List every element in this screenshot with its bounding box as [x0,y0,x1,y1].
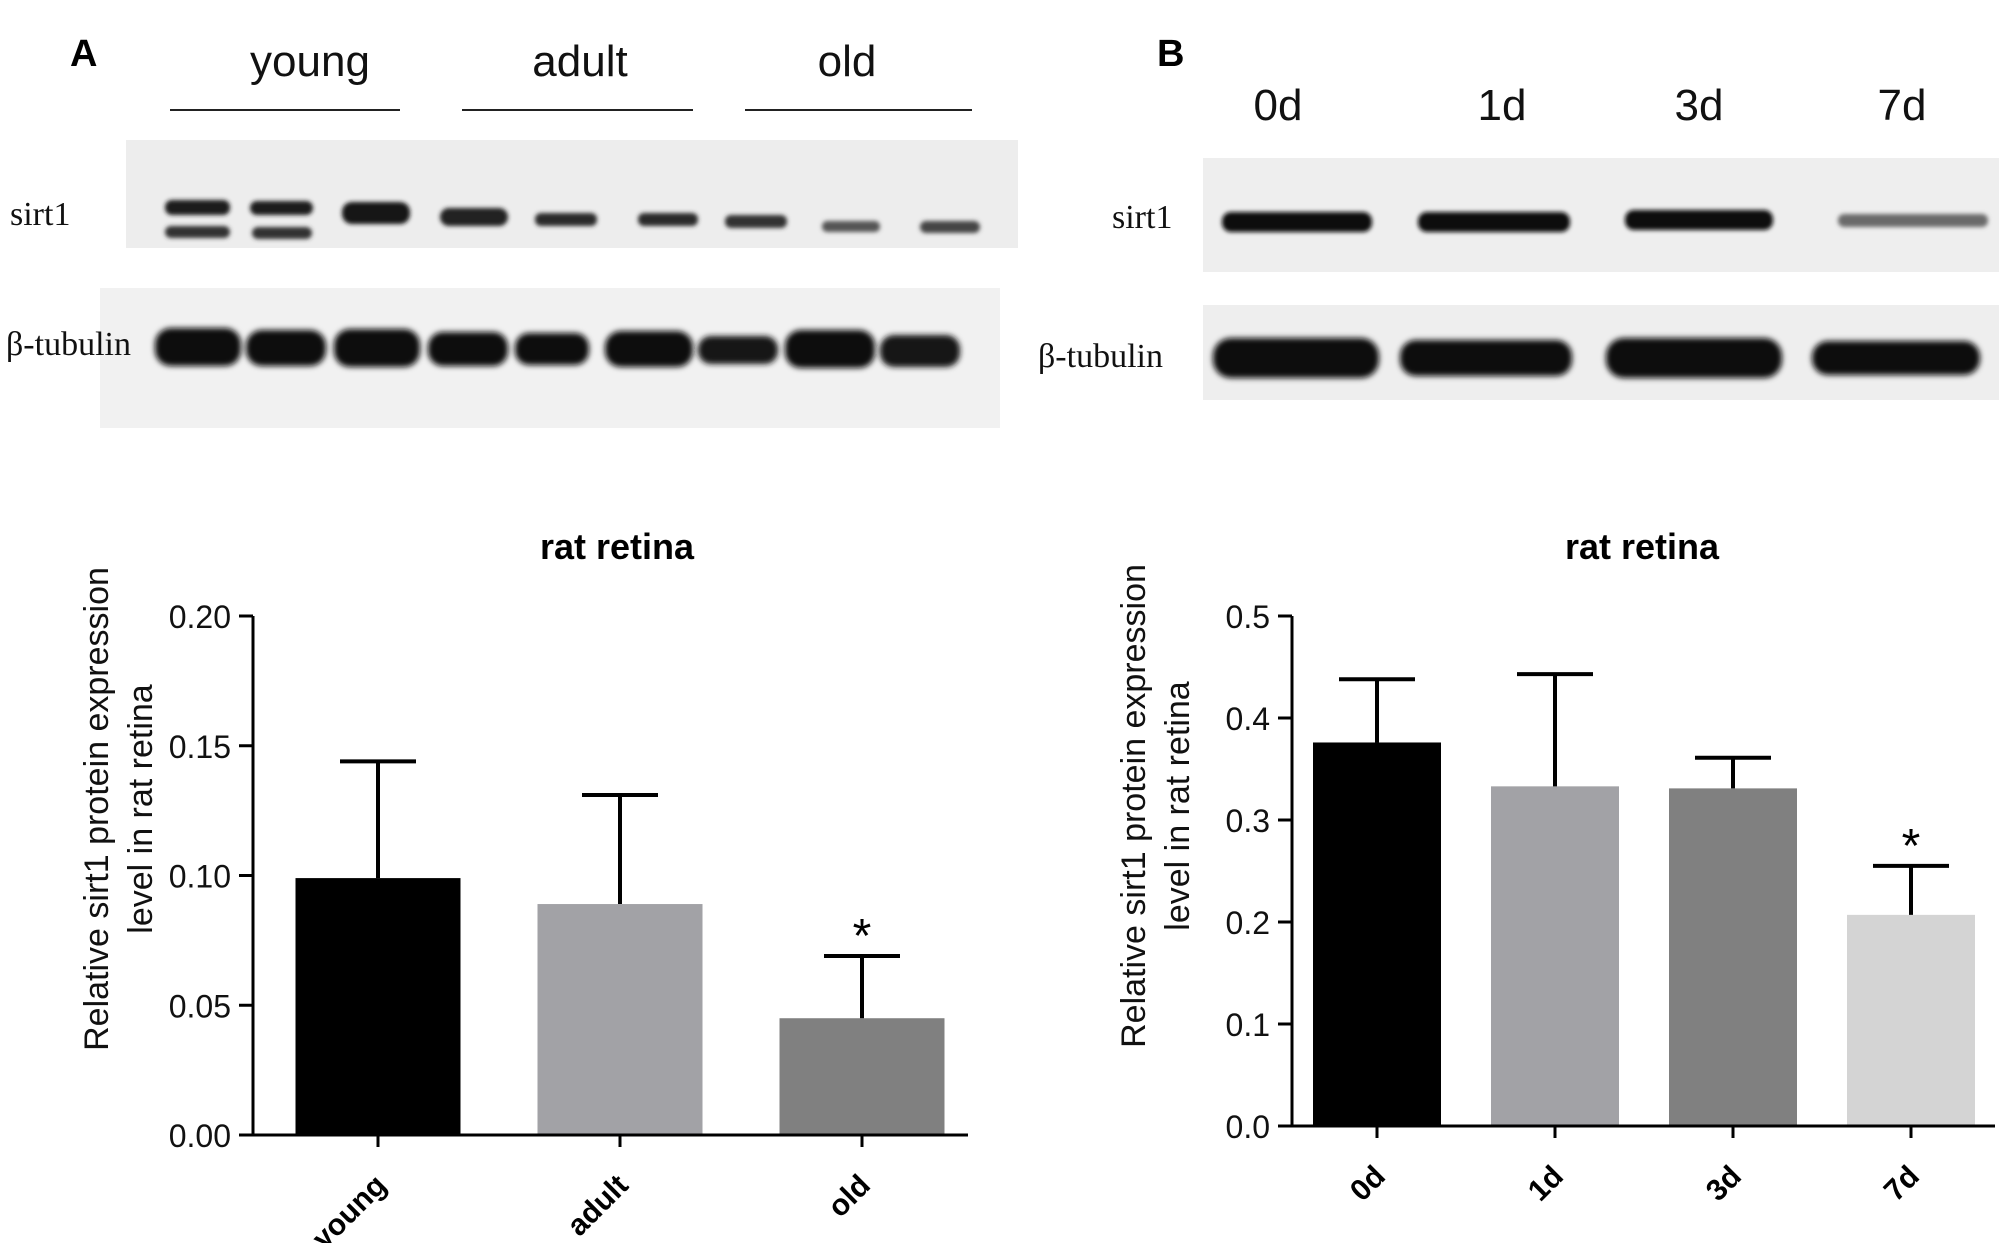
blot-a-label-tubulin: β-tubulin [6,326,131,363]
chart-b-ylabel-line1: Relative sirt1 protein expression [1115,564,1153,1048]
chart-a-ytick-label: 0.05 [169,988,231,1024]
chart-a-significance-old: * [853,910,872,963]
blot-b-label-sirt1: sirt1 [1112,199,1172,236]
chart-a-ytick-label: 0.10 [169,859,231,895]
chart-b-bar-0d [1313,742,1441,1126]
chart-b-category-0d: 0d [1344,1160,1392,1208]
blot-a-group-young: young [250,37,370,86]
panel-b-letter: B [1157,33,1184,75]
chart-b-ytick-label: 0.3 [1226,803,1270,839]
chart-a-bar-young [295,878,461,1135]
blot-b-sirt1-bands [1222,210,1988,232]
chart-b-ytick-label: 0.0 [1226,1109,1270,1145]
blot-a-label-sirt1: sirt1 [10,196,70,233]
blot-a-group-adult: adult [532,37,627,86]
blot-b-tubulin-bands [1213,338,1980,378]
panel-b-blot: B 0d 1d 3d 7d sirt1 β-tubulin [1038,33,1999,400]
chart-b-significance-7d: * [1902,820,1921,873]
chart-b-ylabel-line2: level in rat retina [1159,681,1197,931]
blot-b-lane-0d: 0d [1254,81,1303,130]
chart-a-bar-old [779,1018,945,1135]
blot-a-sirt1-bands [165,200,980,239]
chart-a: rat retina Relative sirt1 protein expres… [78,526,968,1243]
chart-b: rat retina Relative sirt1 protein expres… [1115,526,1995,1208]
chart-a-ytick-label: 0.15 [169,729,231,765]
chart-b-category-3d: 3d [1700,1160,1748,1208]
chart-b-bar-1d [1491,786,1619,1126]
chart-b-title: rat retina [1565,526,1720,567]
chart-a-ytick-label: 0.00 [169,1118,231,1154]
chart-a-category-adult: adult [561,1169,635,1243]
blot-b-lane-1d: 1d [1478,81,1527,130]
chart-b-ytick-label: 0.2 [1226,905,1270,941]
chart-b-ytick-label: 0.5 [1226,599,1270,635]
chart-a-category-young: young [306,1169,393,1243]
chart-a-ylabel-line1: Relative sirt1 protein expression [78,567,116,1051]
panel-a-letter: A [70,33,97,75]
panel-a-blot: A young adult old sirt1 β-tubulin [6,33,1018,428]
chart-a-title: rat retina [540,526,695,567]
chart-b-category-1d: 1d [1522,1160,1570,1208]
chart-b-ylabel: Relative sirt1 protein expression level … [1115,564,1197,1048]
chart-a-ylabel: Relative sirt1 protein expression level … [78,567,160,1051]
chart-b-ytick-label: 0.4 [1226,701,1270,737]
chart-b-category-7d: 7d [1878,1160,1926,1208]
blot-b-label-tubulin: β-tubulin [1038,338,1163,375]
chart-a-bar-adult [537,904,703,1135]
chart-b-ytick-label: 0.1 [1226,1007,1270,1043]
chart-b-bar-3d [1669,788,1797,1126]
chart-a-category-old: old [822,1169,877,1224]
blot-b-lane-7d: 7d [1878,81,1927,130]
chart-b-bar-7d [1847,914,1975,1126]
blot-a-group-old: old [818,37,877,86]
blot-b-lane-3d: 3d [1675,81,1724,130]
blot-a-tubulin-bands [155,328,960,368]
chart-a-ylabel-line2: level in rat retina [122,684,160,934]
chart-a-ytick-label: 0.20 [169,599,231,635]
